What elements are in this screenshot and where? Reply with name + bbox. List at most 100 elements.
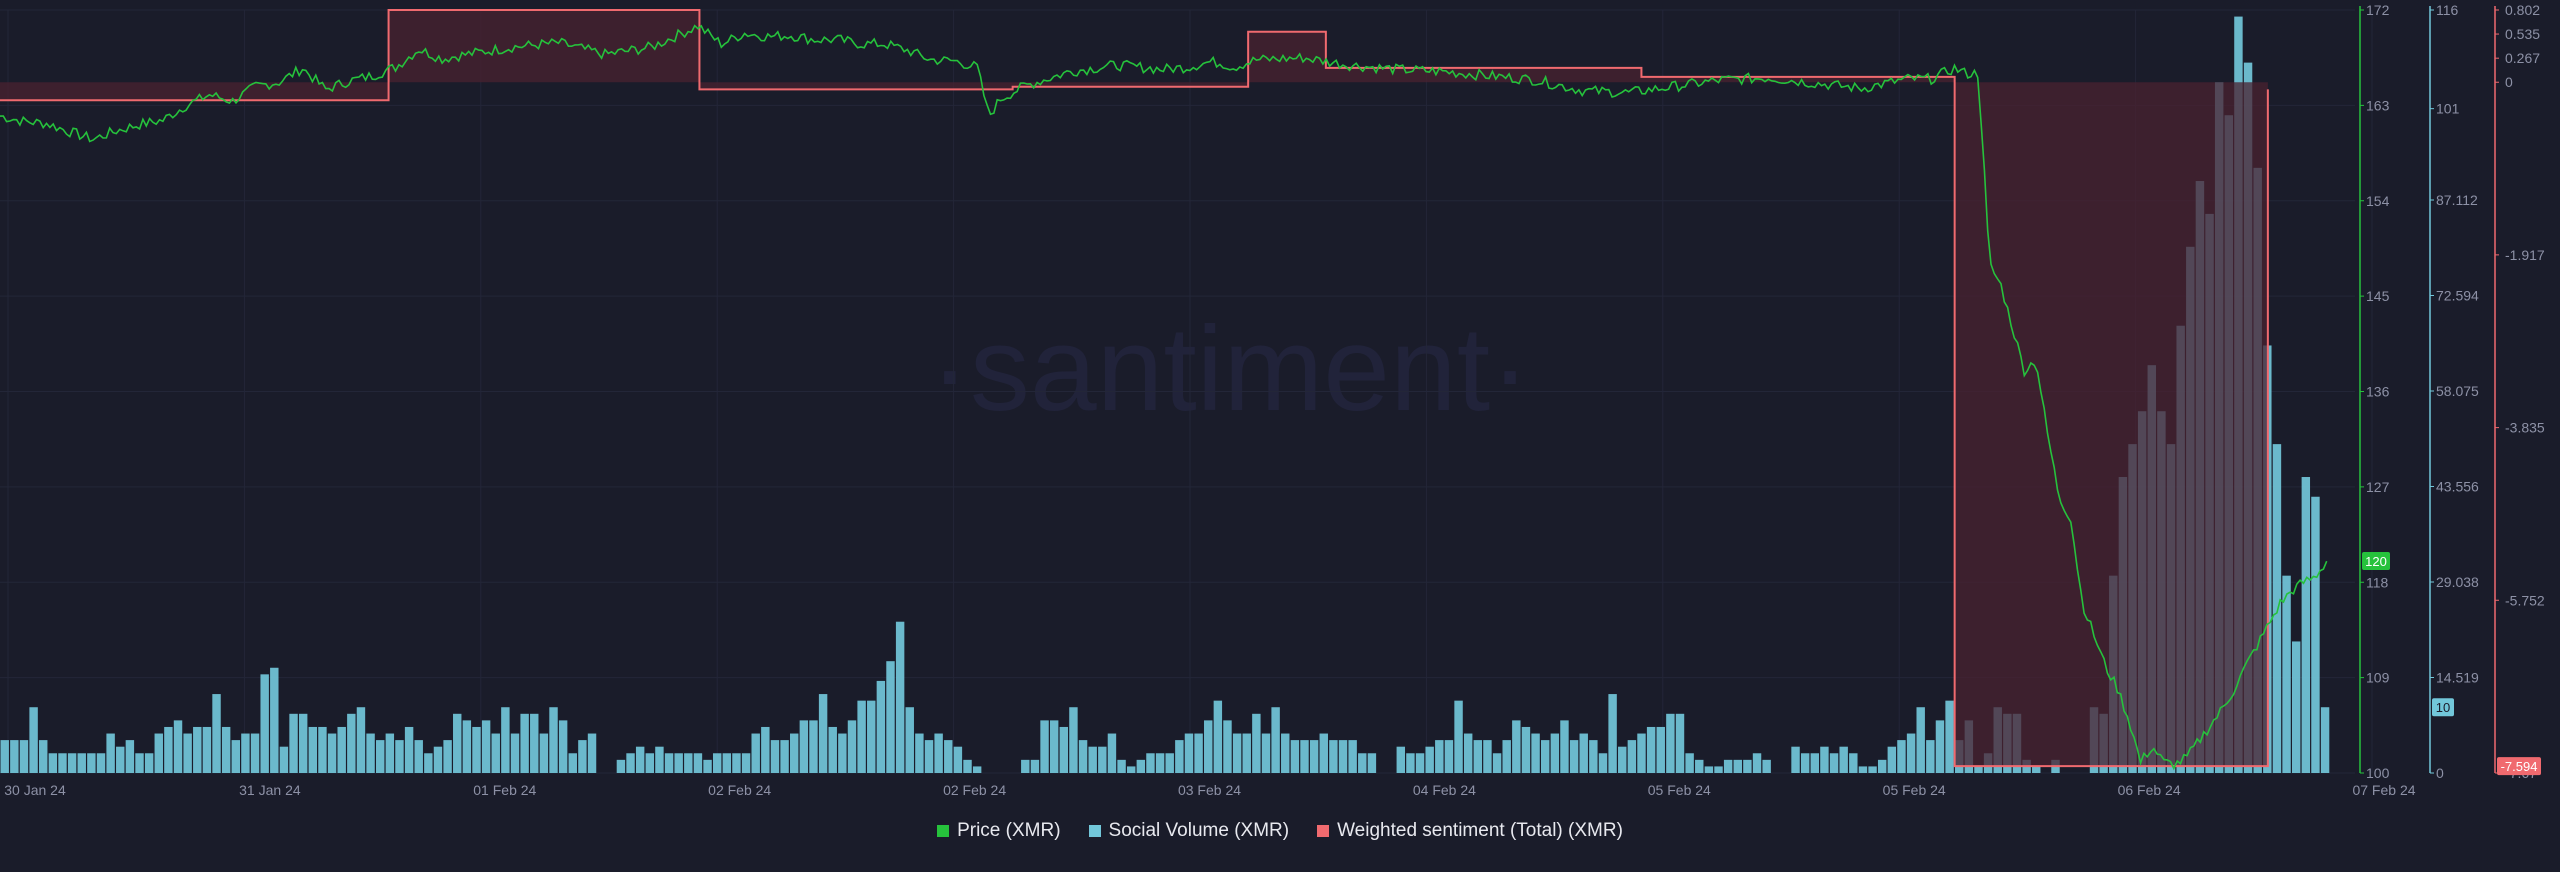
social-volume-bar: [1204, 720, 1213, 773]
social-volume-bar: [741, 753, 751, 773]
social-volume-bar: [1463, 733, 1473, 773]
social-volume-bar: [221, 726, 231, 773]
social-volume-bar: [924, 740, 934, 773]
social-volume-bar: [472, 726, 481, 773]
weighted-sentiment-line: [0, 9, 2269, 768]
social-volume-bar: [1213, 700, 1223, 773]
social-tick-label: 14.519: [2436, 670, 2479, 686]
social-volume-bar: [1492, 753, 1502, 773]
social-volume-bar: [1579, 733, 1588, 773]
social-volume-bar: [886, 661, 895, 773]
social-volume-bar: [1290, 740, 1300, 773]
social-volume-bar: [1319, 733, 1328, 773]
gridlines: [0, 9, 2373, 774]
legend-item-price[interactable]: Price (XMR): [937, 820, 1061, 842]
social-volume-bar: [1598, 753, 1608, 773]
social-volume-bar: [1868, 766, 1877, 773]
social-volume-bar: [2311, 496, 2320, 773]
social-volume-bar: [944, 740, 953, 773]
social-volume-bar: [1752, 753, 1762, 773]
santiment-watermark: ·santiment·: [930, 302, 1530, 436]
social-volume-bar: [2291, 641, 2301, 773]
social-volume-bar: [173, 720, 183, 773]
sentiment-tick-label: 0.267: [2505, 50, 2540, 66]
social-volume-bar: [828, 726, 837, 773]
social-volume-bar: [1887, 746, 1897, 773]
social-volume-bar: [183, 733, 192, 773]
social-volume-bar: [1685, 753, 1694, 773]
social-volume-bar: [29, 707, 38, 773]
social-volume-bar: [867, 700, 876, 773]
social-volume-bar: [1261, 733, 1271, 773]
legend-label-price: Price (XMR): [957, 820, 1061, 841]
social-volume-bar: [1126, 766, 1136, 773]
social-volume-bar: [260, 674, 269, 773]
social-volume-bar: [1618, 746, 1627, 773]
social-volume-bar: [568, 753, 577, 773]
social-volume-bar: [578, 740, 587, 773]
social-volume-bar: [1849, 753, 1858, 773]
social-volume-bar: [1415, 753, 1425, 773]
legend-item-social-volume[interactable]: Social Volume (XMR): [1088, 820, 1289, 842]
social-volume-bar: [847, 720, 857, 773]
social-volume-bar: [327, 733, 337, 773]
social-volume-bar: [318, 726, 327, 773]
social-volume-bar: [395, 740, 404, 773]
social-volume-bar: [1406, 753, 1415, 773]
social-volume-bar: [1714, 766, 1723, 773]
social-volume-bar: [1107, 733, 1117, 773]
social-volume-bar: [1300, 740, 1309, 773]
social-volume-bar: [549, 707, 558, 773]
sentiment-tick-label: -3.835: [2505, 420, 2545, 436]
social-volume-bar: [19, 740, 29, 773]
social-volume-bar: [934, 733, 943, 773]
social-tick-label: 29.038: [2436, 574, 2479, 590]
social-volume-bar: [96, 753, 106, 773]
x-axis-labels: 30 Jan 24 31 Jan 24 01 Feb 24 02 Feb 24 02 F…: [4, 782, 2415, 798]
social-current-badge-text: 10: [2436, 700, 2450, 715]
social-volume-swatch-icon: [1088, 825, 1101, 837]
social-volume-bar: [453, 713, 462, 773]
legend-label-weighted-sentiment: Weighted sentiment (Total) (XMR): [1337, 820, 1623, 841]
social-volume-bar: [144, 753, 154, 773]
social-volume-bar: [279, 746, 289, 773]
social-volume-bar: [1078, 740, 1088, 773]
social-volume-bar: [231, 740, 241, 773]
social-volume-bar: [587, 733, 597, 773]
social-volume-bar: [1473, 740, 1483, 773]
social-volume-bar: [1897, 740, 1906, 773]
social-volume-bar: [790, 733, 799, 773]
social-volume-bar: [1069, 707, 1078, 773]
social-volume-bar: [1945, 700, 1954, 773]
price-tick-label: 100: [2366, 765, 2390, 781]
social-volume-bar: [1358, 753, 1367, 773]
social-volume-bar: [905, 707, 914, 773]
social-volume-bar: [2032, 766, 2041, 773]
sentiment-current-badge: -7.594: [2497, 757, 2541, 776]
social-volume-bar: [1435, 740, 1444, 773]
social-volume-bar: [1425, 746, 1434, 773]
x-tick-label: 31 Jan 24: [239, 782, 301, 798]
social-volume-bar: [780, 740, 789, 773]
social-volume-bar: [1637, 733, 1646, 773]
social-tick-label: 43.556: [2436, 479, 2479, 495]
social-volume-bar: [915, 733, 924, 773]
social-volume-bar: [1338, 740, 1348, 773]
social-volume-bar: [1483, 740, 1492, 773]
social-volume-bar: [1858, 766, 1868, 773]
social-tick-label: 58.075: [2436, 383, 2479, 399]
social-volume-bar: [1502, 740, 1511, 773]
social-volume-bar: [2320, 707, 2330, 773]
social-volume-bar: [481, 720, 491, 773]
legend-item-weighted-sentiment[interactable]: Weighted sentiment (Total) (XMR): [1317, 820, 1623, 842]
social-current-badge-bg: [2432, 698, 2454, 717]
social-volume-bar: [1088, 746, 1097, 773]
social-volume-bar: [0, 740, 9, 773]
social-volume-bar: [1974, 766, 1983, 773]
social-volume-bar: [1252, 713, 1261, 773]
x-tick-label: 30 Jan 24: [4, 782, 66, 798]
price-line: [0, 24, 2328, 771]
social-volume-bar: [635, 746, 645, 773]
